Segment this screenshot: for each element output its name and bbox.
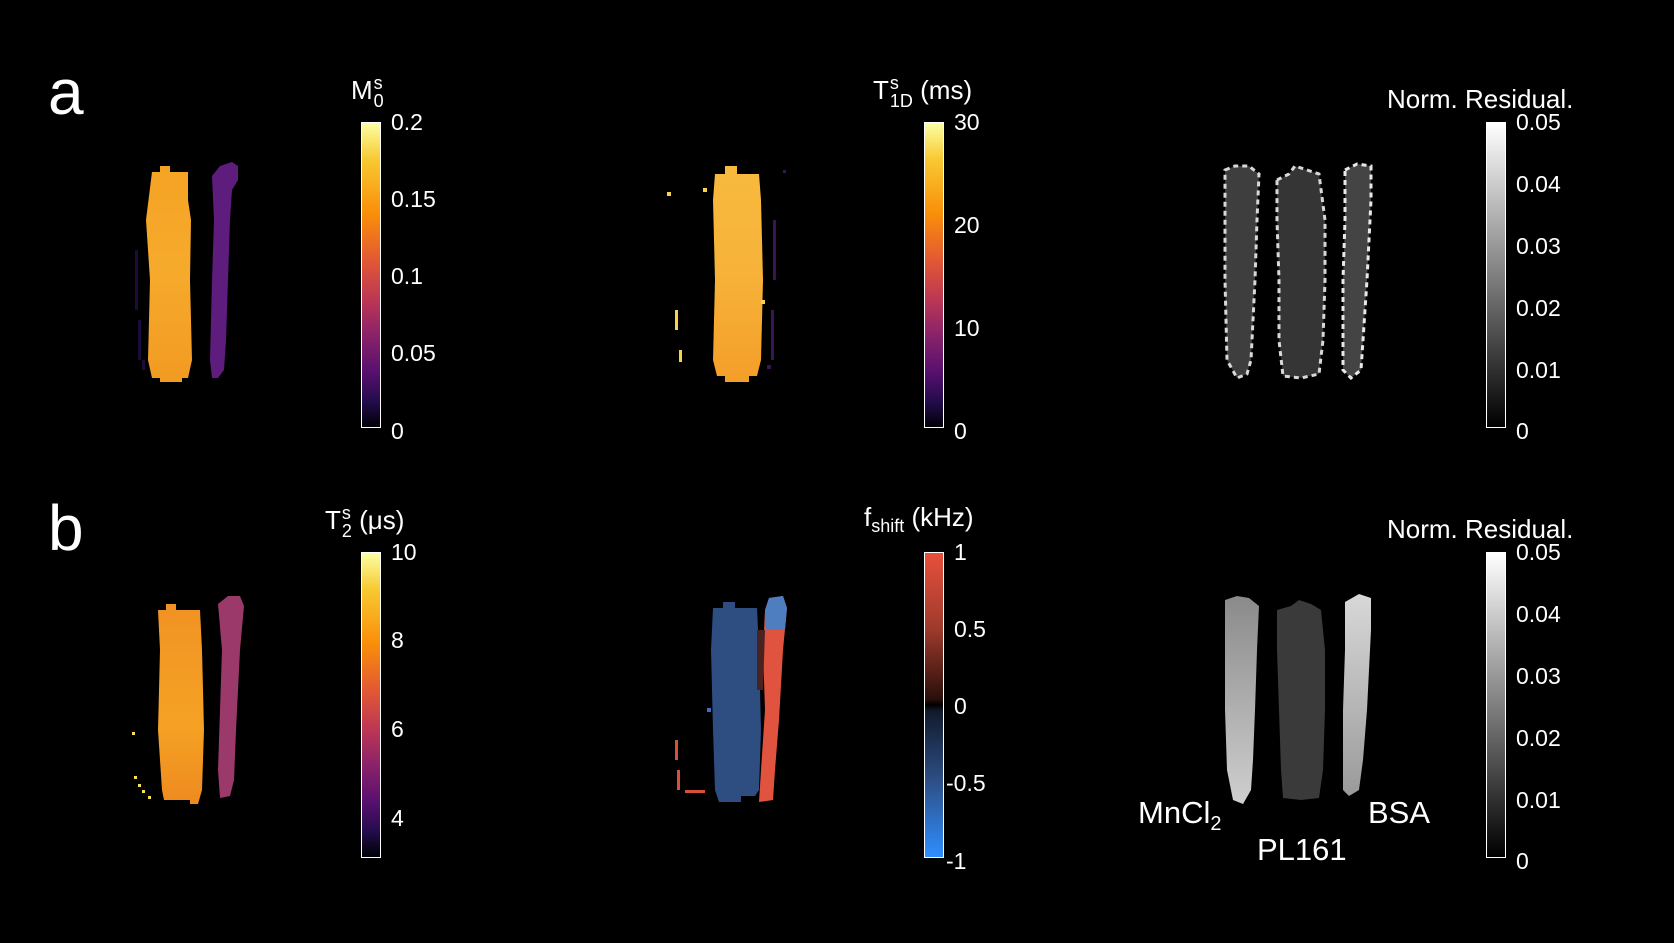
panel-letter-a: a [48, 56, 84, 128]
map-t1d [667, 166, 786, 382]
tick-label: 20 [954, 212, 980, 238]
colorbar-title-fshift: fshift (kHz) [864, 502, 974, 537]
colorbar-fshift [924, 552, 944, 858]
tick-label: 0.02 [1516, 295, 1561, 321]
tick-label: 0.05 [391, 340, 436, 366]
colorbar-residual-a [1486, 122, 1506, 428]
tick-label: 0.02 [1516, 725, 1561, 751]
tick-label: 0.2 [391, 109, 423, 135]
tick-label: 0.01 [1516, 787, 1561, 813]
tick-label: 0 [1516, 848, 1529, 874]
tick-label: 0.04 [1516, 601, 1561, 627]
tick-label: 10 [391, 539, 417, 565]
colorbar-title-residual-b: Norm. Residual. [1387, 514, 1574, 544]
tick-label: 0.05 [1516, 539, 1561, 565]
tick-label: 0.04 [1516, 171, 1561, 197]
tick-label: 10 [954, 315, 980, 341]
tick-label: 0.5 [954, 616, 986, 642]
tick-label: 8 [391, 627, 404, 653]
tick-label: 0.03 [1516, 663, 1561, 689]
tick-label: 30 [954, 109, 980, 135]
colorbar-t2 [361, 552, 381, 858]
panel-letter-b: b [48, 492, 84, 564]
colorbar-residual-b [1486, 552, 1506, 858]
colorbar-m0 [361, 122, 381, 428]
tick-label: 6 [391, 716, 404, 742]
tick-label: 1 [954, 539, 967, 565]
tick-label: 4 [391, 805, 404, 831]
sample-label-mncl2: MnCl2 [1138, 795, 1222, 836]
map-m0 [135, 162, 238, 382]
sample-label-pl161: PL161 [1257, 832, 1347, 867]
tick-label: -1 [946, 848, 967, 874]
tick-label: 0 [954, 693, 967, 719]
map-residual-a [1223, 162, 1373, 381]
tick-label: 0 [391, 418, 404, 444]
sample-label-bsa: BSA [1368, 795, 1431, 830]
colorbar-t1d [924, 122, 944, 428]
tick-label: 0 [1516, 418, 1529, 444]
map-fshift [675, 596, 787, 802]
map-t2 [132, 596, 244, 804]
tick-label: 0.15 [391, 186, 436, 212]
tick-label: 0.05 [1516, 109, 1561, 135]
tick-label: 0 [954, 418, 967, 444]
tick-label: 0.03 [1516, 233, 1561, 259]
tick-label: 0.01 [1516, 357, 1561, 383]
colorbar-title-residual-a: Norm. Residual. [1387, 84, 1574, 114]
map-residual-b [1225, 594, 1371, 804]
tick-label: 0.1 [391, 263, 423, 289]
tick-label: -0.5 [946, 770, 986, 796]
